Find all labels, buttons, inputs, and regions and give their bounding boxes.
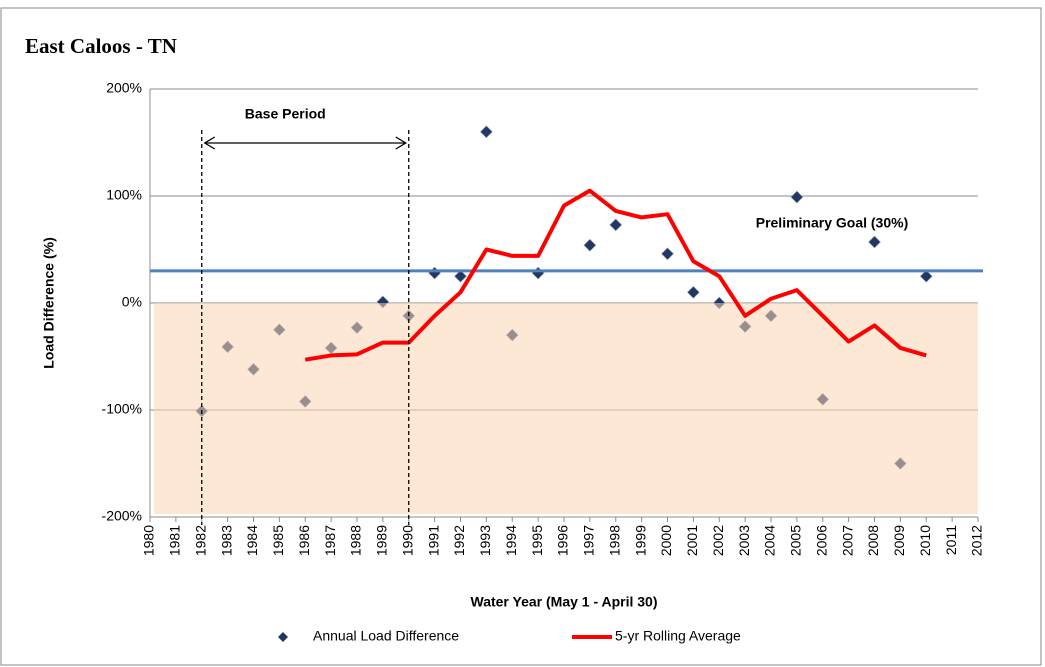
x-tick-label: 1995 <box>529 525 545 556</box>
y-axis-label: Load Difference (%) <box>41 237 57 368</box>
y-tick-label: 200% <box>106 80 142 96</box>
x-tick-label: 1994 <box>503 525 519 556</box>
x-tick-label: 1988 <box>348 525 364 556</box>
x-tick-label: 2004 <box>762 525 778 556</box>
x-tick-label: 2006 <box>813 525 829 556</box>
y-tick-label: -200% <box>102 508 142 524</box>
x-tick-label: 2001 <box>684 525 700 556</box>
data-point <box>919 269 933 283</box>
x-tick-label: 1987 <box>322 525 338 556</box>
base-label: Base Period <box>245 106 326 122</box>
x-tick-label: 1982 <box>192 525 208 556</box>
x-tick-label: 1984 <box>244 525 260 556</box>
x-tick-label: 1983 <box>218 525 234 556</box>
x-tick-label: 2005 <box>788 525 804 556</box>
x-tick-label: 2012 <box>969 525 985 556</box>
shaded-region <box>154 303 978 514</box>
x-tick-label: 1991 <box>425 525 441 556</box>
data-point <box>661 247 674 261</box>
x-tick-label: 2010 <box>917 525 933 556</box>
data-point <box>868 235 881 249</box>
x-tick-label: 1996 <box>555 525 571 556</box>
x-axis-label: Water Year (May 1 - April 30) <box>471 594 658 610</box>
legend-label: 5-yr Rolling Average <box>615 628 741 644</box>
x-tick-label: 1990 <box>399 525 415 556</box>
legend-marker <box>278 632 288 642</box>
x-tick-label: 1986 <box>296 525 312 556</box>
x-tick-label: 1999 <box>632 525 648 556</box>
x-tick-label: 1989 <box>374 525 390 556</box>
data-point <box>790 190 804 204</box>
y-tick-label: 100% <box>106 187 142 203</box>
x-tick-label: 1993 <box>477 525 493 556</box>
x-tick-label: 1985 <box>270 525 286 556</box>
x-tick-label: 1998 <box>606 525 622 556</box>
x-tick-label: 1980 <box>141 525 157 556</box>
x-tick-label: 1997 <box>581 525 597 556</box>
x-tick-label: 2007 <box>839 525 855 556</box>
x-tick-label: 2008 <box>865 525 881 556</box>
data-point <box>609 218 623 232</box>
data-point <box>686 285 700 299</box>
goal-label: Preliminary Goal (30%) <box>756 215 909 231</box>
x-tick-label: 1992 <box>451 525 467 556</box>
y-tick-label: 0% <box>122 294 142 310</box>
data-point <box>479 125 493 139</box>
x-tick-label: 1981 <box>167 525 183 556</box>
data-point <box>583 238 597 252</box>
x-tick-label: 2000 <box>658 525 674 556</box>
x-tick-label: 2011 <box>943 525 959 555</box>
data-point <box>454 269 467 283</box>
legend-label: Annual Load Difference <box>313 628 459 644</box>
x-tick-label: 2003 <box>736 525 752 556</box>
base-arrow <box>203 136 408 150</box>
chart-title: East Caloos - TN <box>25 34 177 58</box>
x-tick-label: 2002 <box>710 525 726 556</box>
x-tick-label: 2009 <box>891 525 907 556</box>
y-tick-label: -100% <box>102 401 142 417</box>
